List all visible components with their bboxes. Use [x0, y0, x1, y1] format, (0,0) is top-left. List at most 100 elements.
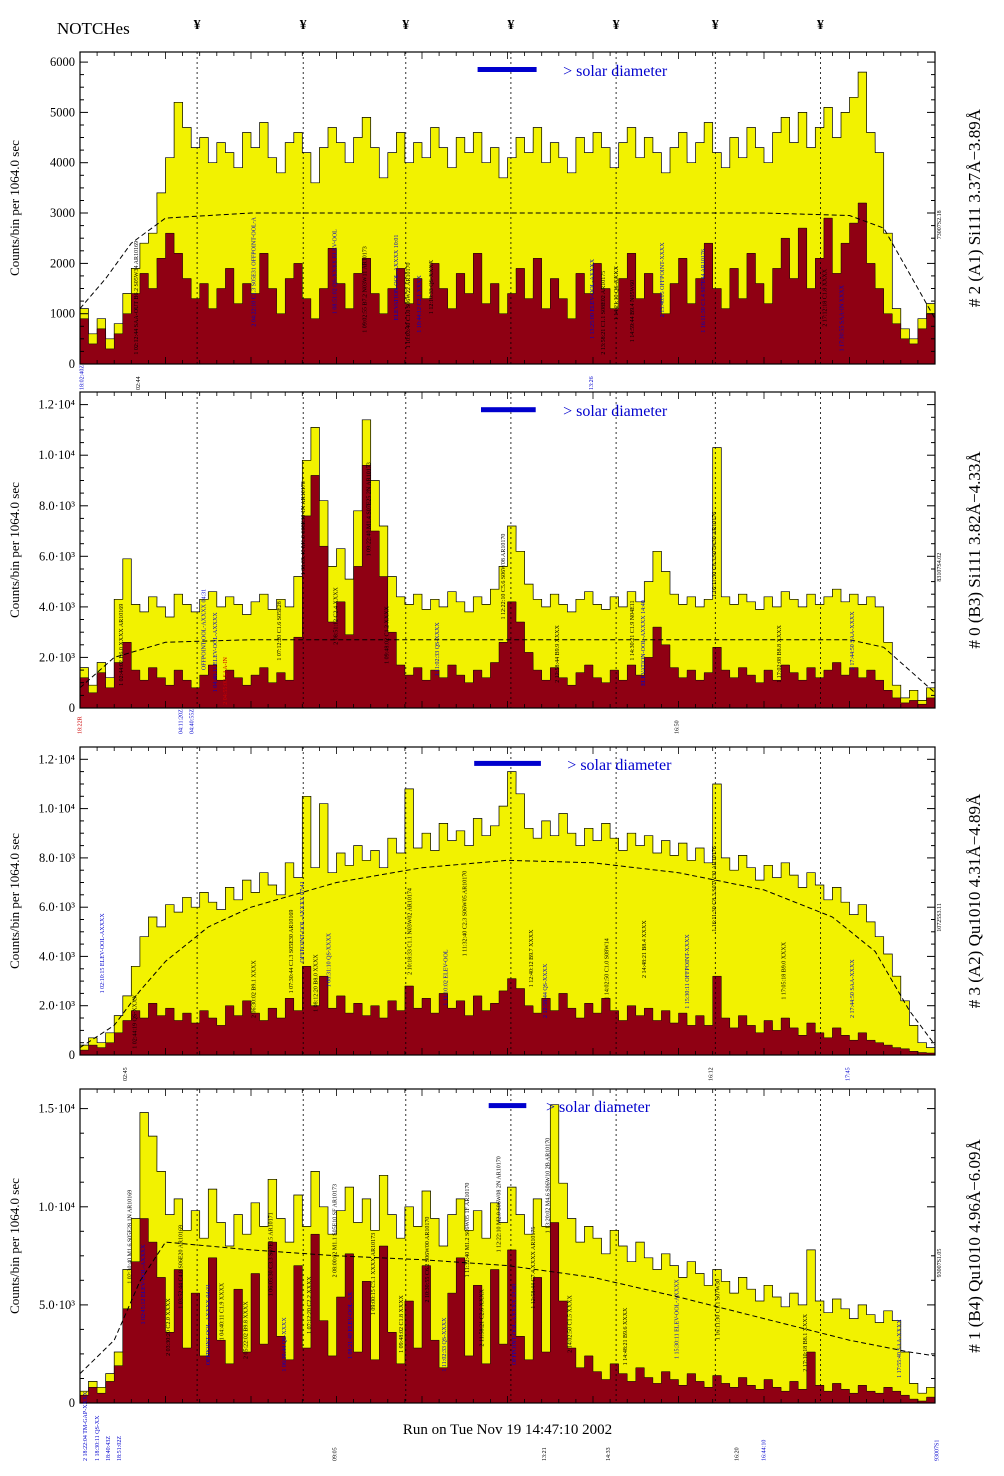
event-annotation: 1 12:22:10 M2.0 S06W08 2N AR10170 — [497, 1156, 503, 1252]
notch-symbol: ¥ — [816, 18, 824, 33]
event-annotation: 1 15:30:11 OFFPOINT-XXXX — [685, 934, 691, 1009]
event-annotation: 2 17:12:18 C1.8 XXXX — [822, 268, 828, 326]
notch-symbol: ¥ — [612, 18, 620, 33]
notch-symbol: ¥ — [193, 18, 201, 33]
below-axis-annotation: 14:33 — [606, 1447, 612, 1461]
event-annotation: 93007S1.05 — [937, 1249, 943, 1278]
solar-diameter-bar — [481, 407, 536, 413]
panel-3: 0 2.0·10³ 4.0·10³ 6.0·10³ 8.0·10³ 1.0·10⁴ 1.2·… — [38, 746, 943, 1081]
y-tick-label: 2.0·10³ — [39, 650, 75, 664]
event-annotation: 2 17:10:18 B8.1 XXXX — [803, 1313, 809, 1371]
event-annotation: 1 07:30:44 C1.3 S05E30 AR10169 — [289, 910, 295, 994]
event-annotation: ELEVATION-OOL-AXXXX 14:40 — [641, 600, 647, 686]
event-annotation: 1 11:32:40 M1.2 S06W05 1F AR10170 — [465, 1183, 471, 1278]
event-annotation: 1 11:10:02 ELEV-OOL — [444, 949, 450, 1006]
event-annotation: ELEVATION-OOL-AXXXX 10:01 — [394, 235, 400, 321]
event-annotation: 1 12:58:44 C7.4 XXXX AR10175 — [531, 1227, 537, 1309]
y-tick-label: 5.0·10³ — [39, 1298, 75, 1312]
y-tick-label: 2000 — [50, 256, 75, 270]
below-axis-annotation: 04:40:55Z — [190, 709, 196, 734]
channel-label-panel-3: # 3 (A2) Qu1010 4.31Å−4.89Å — [965, 793, 984, 1009]
event-annotation: 2 08:51:12 C2.4 XXXX — [333, 586, 339, 644]
event-annotation: 2 04:22:10 C1.3 S05E31 OFFPOINT-OOL-A — [251, 216, 257, 326]
event-annotation: 1 13:20:02 M4.6 S06W10 2B AR10170 — [545, 1138, 551, 1234]
notches-header-label: NOTCHes — [57, 19, 130, 38]
y-tick-label: 1.0·10⁴ — [38, 802, 75, 816]
event-annotation: OFFPOINT-OOL-AXXXX 04:31 — [206, 1284, 212, 1365]
event-annotation: 1 06:30:44 QS-XXXX — [282, 1317, 288, 1372]
background-histogram — [79, 465, 936, 709]
y-tick-label: 5000 — [50, 105, 75, 119]
event-annotation: 2 10:18:33 C1.1 N03W02 AR10174 — [408, 888, 414, 975]
event-annotation: 1 12:10:33 QS-XXXX — [429, 259, 435, 314]
y-axis-label-panel-3: Counts/bin per 1064.0 sec — [7, 833, 22, 969]
event-annotation: 1 14:21:10 QS-XXXX — [614, 265, 620, 320]
event-annotation: 1 14:48:21 B9.6 XXXX — [623, 1307, 629, 1365]
event-annotation: 1 12:22:10 C5.6 S06W08 AR10170 — [501, 534, 507, 620]
event-annotation: 10725S3.11 — [937, 903, 943, 932]
below-axis-annotation: 16:12 — [709, 1067, 715, 1081]
background-histogram — [79, 966, 936, 1056]
y-axis-label-panel-1: Counts/bin per 1064.0 sec — [7, 140, 22, 276]
below-axis-annotation: 18:40:43Z — [106, 1436, 112, 1461]
event-annotation: 1 14:30:21 C1.9 N04E11 — [630, 600, 636, 660]
channel-label-panel-1: # 2 (A1) Si111 3.37Å−3.89Å — [965, 108, 984, 308]
event-annotation: 1 02:12:44 SAA-OUT B6.2 S05W34 AR10169 — [134, 241, 140, 355]
event-annotation: 1 17:30:55 SAA-IN XXXX — [840, 284, 846, 351]
below-axis-annotation: 13:21 — [542, 1447, 548, 1461]
y-tick-label: 6.0·10³ — [39, 549, 75, 563]
y-axis-label-panel-4: Counts/bin per 1064.0 sec — [7, 1178, 22, 1314]
event-annotation: OFFPOINT-OOL-AXXXX 04:31 — [202, 589, 208, 670]
y-tick-label: 1.5·10⁴ — [38, 1102, 75, 1116]
y-tick-label: 0 — [69, 1396, 75, 1410]
below-axis-annotation: 18:22R — [78, 716, 84, 734]
below-axis-annotation: 2 18:22:04 TM-GAP-XXXX — [83, 1391, 89, 1461]
event-annotation: 1 08:51:02 QS-XXXX ELEV-OOL — [333, 229, 339, 314]
y-tick-label: 4.0·10³ — [39, 600, 75, 614]
below-axis-annotation: 17:45 — [846, 1067, 852, 1081]
channel-label-panel-4: # 1 (B4) Qu1010 4.96Å−6.09Å — [965, 1139, 984, 1353]
notch-symbol: ¥ — [299, 18, 307, 33]
event-annotation: 1 11:02:33 QS-XXXX — [435, 622, 441, 677]
event-annotation: 1 16:11:30 C8.3 S07W30 AR10176 — [712, 846, 718, 932]
solar-diameter-label: > solar diameter — [563, 63, 668, 80]
event-annotation: 2 14:48:21 B8.4 XXXX — [642, 920, 648, 978]
solar-diameter-bar — [477, 67, 537, 72]
event-annotation: 2 05:22:02 B9.8 XXXX — [244, 1301, 250, 1359]
event-annotation: 1 06:05:30 C3.3 S07E15 AR10171 — [268, 1212, 274, 1296]
y-tick-label: 0 — [69, 1048, 75, 1062]
event-annotation: 2 14:02:50 C1.5 XXXX — [568, 1294, 574, 1352]
event-annotation: 1 04:40:11 ELEV-OOL-AXXXX — [213, 612, 219, 693]
y-tick-label: 1.0·10⁴ — [38, 1200, 75, 1214]
below-axis-annotation: 93007S1 — [934, 1440, 940, 1461]
event-annotation: 1 09:00:15 C5.1 XXXX AR10173 — [371, 1233, 377, 1315]
event-annotation: 1 10:44:12 C2.1 XXXX — [417, 274, 423, 332]
event-annotation: 1 08:12:20 B8.0 XXXX — [314, 954, 320, 1012]
event-annotation: 73007S2.18 — [937, 210, 943, 239]
event-annotation: 1 17:05:18 B9.0 XXXX — [781, 941, 787, 999]
solar-diameter-label: > solar diameter — [567, 757, 672, 774]
event-annotation: 1 02:44:19 QS-XXXX — [132, 994, 138, 1049]
event-annotation: 1 03:52:44 C4.8 S06E20 AR10169 — [179, 1225, 185, 1309]
y-tick-label: 8.0·10³ — [39, 851, 75, 865]
event-annotation: 2 15:40:05 OFFPOINT-XXXX — [660, 242, 666, 317]
y-tick-label: 1.2·10⁴ — [38, 398, 75, 412]
background-histogram — [79, 1218, 936, 1404]
below-axis-annotation: 02:45 — [123, 1067, 129, 1081]
event-annotation: 1 10:03:40 C1.0 S06W22 AR10170 — [406, 263, 412, 349]
y-axis-label-panel-2: Counts/bin per 1064.0 sec — [7, 482, 22, 618]
event-annotation: 2 04:55:00 SAA-IN — [223, 656, 229, 704]
y-tick-label: 8.0·10³ — [39, 499, 75, 513]
event-annotation: 1 02:44:02 B6.0 XXXX AR10169 — [119, 604, 125, 686]
event-annotation: 1 11:02:33 QS-XXXX — [442, 1317, 448, 1372]
y-tick-label: 1000 — [50, 307, 75, 321]
event-annotation: 1 07:12:20 C2.2 XXXX — [307, 1276, 313, 1334]
y-tick-label: 1.0·10⁴ — [38, 448, 75, 462]
below-axis-annotation: 02:44 — [136, 376, 142, 390]
panel-4: 0 5.0·10³ 1.0·10⁴ 1.5·10⁴ > solar diameter 1 … — [38, 1088, 943, 1461]
below-axis-annotation: 13:26 — [589, 376, 595, 390]
event-annotation: 1 17:02:08 B8.8 XXXX — [777, 624, 783, 682]
event-annotation: 1 09:48:02 C1.2 XXXX — [385, 605, 391, 663]
event-annotation: 1 12:40:12 B9.7 XXXX — [529, 929, 535, 987]
